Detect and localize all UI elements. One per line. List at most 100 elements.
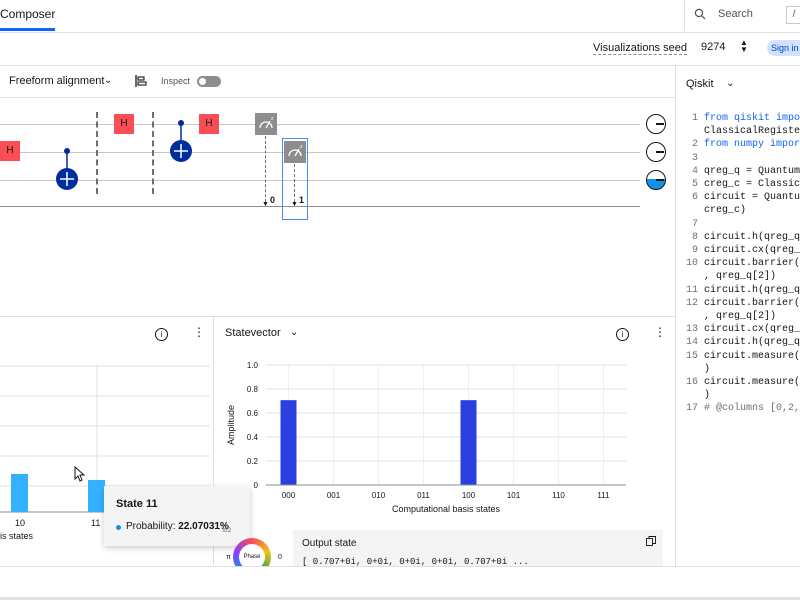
search-input[interactable]: Search (718, 8, 753, 20)
chevron-down-icon[interactable]: ▼ (740, 45, 748, 54)
cnot-gate[interactable] (168, 119, 194, 163)
code-line[interactable]: 5 creg_c = Classic (684, 178, 800, 191)
alignment-dropdown[interactable]: Freeform alignment (9, 75, 105, 87)
tooltip-title: State 11 (116, 498, 158, 510)
qubit-phase-disk[interactable] (646, 170, 666, 190)
line-number: 10 (685, 258, 698, 270)
code-line[interactable]: 16 circuit.measure( (684, 376, 800, 389)
x-tick-label: 001 (327, 491, 341, 500)
code-line[interactable]: , qreg_q[2]) (684, 310, 800, 323)
line-number: 9 (691, 245, 698, 257)
code-line[interactable]: ) (684, 389, 800, 402)
line-number: 16 (685, 377, 698, 389)
measure-line (265, 136, 266, 202)
qubit-phase-disk[interactable] (646, 142, 666, 162)
code-line[interactable]: 11 circuit.h(qreg_q (684, 284, 800, 297)
code-line[interactable]: ClassicalRegiste (684, 125, 800, 138)
x-tick-label: 000 (282, 491, 296, 500)
code-text: circuit.h(qreg_q (704, 337, 800, 349)
panel-divider (0, 316, 675, 317)
code-line[interactable]: 12 circuit.barrier( (684, 297, 800, 310)
code-language-dropdown[interactable]: Qiskit (686, 78, 714, 90)
code-line[interactable]: 8 circuit.h(qreg_q (684, 231, 800, 244)
qubit-wire-0 (0, 124, 640, 125)
output-state-value: [ 0.707+0i, 0+0i, 0+0i, 0+0i, 0.707+0i .… (302, 557, 529, 567)
bottom-scrollbar[interactable] (0, 597, 800, 600)
code-line[interactable]: 2 from numpy impor (684, 138, 800, 151)
measure-gate[interactable]: z (255, 113, 277, 135)
x-tick-label: 11 (91, 518, 101, 528)
chevron-down-icon[interactable]: ⌄ (104, 75, 113, 86)
code-line[interactable]: 7 (684, 218, 800, 231)
code-line[interactable]: 4 qreg_q = Quantum (684, 165, 800, 178)
search-box[interactable] (684, 0, 800, 31)
cnot-gate[interactable] (54, 147, 80, 191)
code-line[interactable]: 10 circuit.barrier( (684, 257, 800, 270)
seed-value-input[interactable]: 9274 (701, 41, 726, 53)
probability-tooltip (104, 486, 250, 546)
code-line[interactable]: 17 # @columns [0,2, (684, 402, 800, 415)
output-state-title: Output state (302, 538, 357, 549)
panel-separator[interactable] (213, 317, 214, 565)
line-number: 14 (685, 337, 698, 349)
code-line[interactable]: ) (684, 363, 800, 376)
code-line[interactable]: 1 from qiskit impo (684, 112, 800, 125)
y-tick-label: 1.0 (247, 361, 259, 370)
line-number: 11 (685, 284, 698, 296)
code-line[interactable]: creg_c) (684, 204, 800, 217)
tooltip-value: Probability: 22.07031% (126, 521, 229, 532)
chevron-down-icon[interactable]: ⌄ (726, 78, 735, 89)
qubit-wire-2 (0, 180, 640, 181)
probability-bar[interactable] (11, 474, 28, 512)
top-bar (0, 0, 800, 33)
overflow-menu-icon[interactable]: ⋮ (654, 325, 666, 339)
line-number: 17 (685, 403, 698, 415)
code-line[interactable]: 3 (684, 152, 800, 165)
code-line[interactable]: 13 circuit.cx(qreg_ (684, 323, 800, 336)
amplitude-bar[interactable] (280, 400, 297, 485)
h-gate[interactable]: H (0, 141, 20, 161)
info-icon[interactable]: i (155, 328, 168, 341)
measure-gate[interactable]: z (284, 141, 306, 163)
tab-composer[interactable]: Composer (0, 7, 56, 21)
code-text: circuit.cx(qreg_ (704, 324, 800, 336)
line-number: 1 (691, 113, 698, 124)
h-gate[interactable]: H (114, 114, 134, 134)
measure-bit-index: 1 (299, 195, 305, 205)
arrow-down-icon: ▼ (262, 201, 269, 208)
circuit-canvas[interactable]: H H H z ▼ 0 z ▼ 1 (0, 98, 675, 316)
code-text: , qreg_q[2]) (704, 271, 777, 283)
measure-icon: z (259, 116, 274, 129)
code-editor[interactable]: 1 from qiskit impo ClassicalRegiste 2 from n… (684, 112, 800, 416)
overflow-menu-icon[interactable]: ⋮ (193, 325, 205, 339)
info-icon[interactable]: i (616, 328, 629, 341)
h-gate[interactable]: H (199, 114, 219, 134)
chevron-down-icon[interactable]: ⌄ (290, 327, 299, 338)
sign-in-button[interactable]: Sign in (767, 40, 800, 56)
code-text: circuit = Quantu (704, 192, 800, 204)
amplitude-bar[interactable] (460, 400, 477, 485)
probability-bar[interactable] (88, 480, 105, 512)
inspect-toggle[interactable] (197, 76, 221, 87)
svg-text:z: z (300, 144, 303, 150)
code-line[interactable]: 6 circuit = Quantu (684, 191, 800, 204)
align-left-icon[interactable] (134, 74, 148, 88)
barrier[interactable] (152, 112, 154, 194)
qubit-phase-disk[interactable] (646, 114, 666, 134)
measure-icon: z (288, 144, 303, 157)
code-line[interactable]: 14 circuit.h(qreg_q (684, 336, 800, 349)
statevector-title[interactable]: Statevector (225, 327, 281, 339)
code-text: circuit.measure( (704, 377, 800, 389)
code-line[interactable]: , qreg_q[2]) (684, 270, 800, 283)
chevron-up-icon[interactable]: ▲ (740, 38, 748, 47)
seed-stepper[interactable]: ▲ ▼ (740, 38, 748, 54)
selected-measure-outline[interactable] (282, 138, 308, 220)
copy-icon[interactable] (646, 536, 656, 546)
code-text: circuit.measure( (704, 350, 800, 362)
code-text: ) (704, 363, 711, 375)
legend-dot (116, 525, 121, 530)
code-line[interactable]: 9 circuit.cx(qreg_ (684, 244, 800, 257)
barrier[interactable] (96, 112, 98, 194)
statevector-chart: 0 0.2 0.4 0.6 0.8 1.0 000 001 010 011 100 101 110 111… (226, 361, 626, 514)
code-line[interactable]: 15 circuit.measure( (684, 350, 800, 363)
